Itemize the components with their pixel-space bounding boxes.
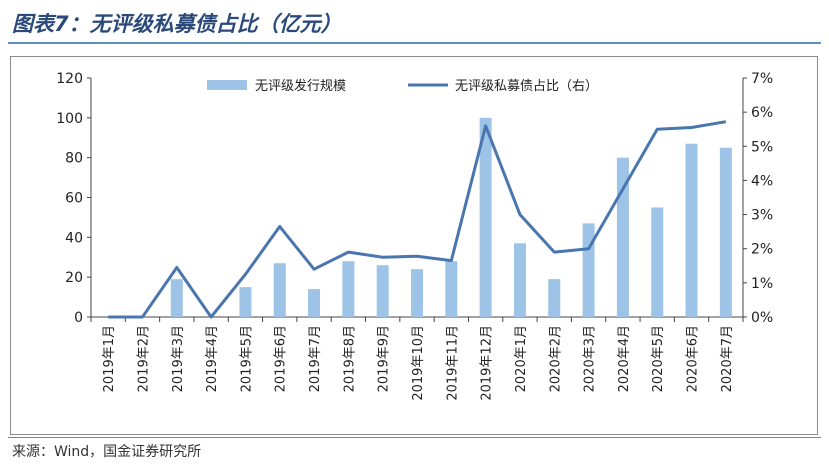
bar [445, 261, 458, 317]
x-tick-label: 2019年1月 [102, 325, 117, 392]
source-note: 来源：Wind，国金证券研究所 [12, 444, 202, 460]
x-tick-label: 2020年6月 [686, 325, 701, 392]
bar [411, 269, 423, 317]
legend-bar-swatch [207, 80, 247, 90]
chart-title: 图表7：无评级私募债占比（亿元） [12, 12, 342, 36]
title-bar: 图表7：无评级私募债占比（亿元） [0, 0, 829, 46]
bar [308, 289, 321, 317]
bar [376, 265, 389, 317]
x-tick-label: 2020年3月 [583, 325, 598, 392]
y-left-tick-label: 20 [65, 270, 83, 286]
bar [582, 223, 595, 317]
x-tick-label: 2020年4月 [617, 325, 632, 392]
y-right-tick-label: 7% [751, 71, 773, 87]
bar [342, 261, 355, 317]
bar [479, 117, 492, 317]
y-right-tick-label: 2% [751, 242, 773, 258]
x-tick-label: 2019年2月 [136, 325, 151, 392]
y-left-tick-label: 60 [65, 191, 83, 207]
y-left-tick-label: 120 [56, 71, 83, 87]
chart-svg: 0 20 40 60 80 100 120 0% 1% 2% 3% 4% 5% 6% 7% 2019年1月 20… [56, 71, 773, 401]
bar [170, 279, 183, 317]
y-right-tick-label: 5% [751, 139, 773, 155]
y-right-tick-label: 1% [751, 276, 773, 292]
x-tick-label: 2019年10月 [411, 325, 426, 401]
bar [651, 207, 664, 317]
x-tick-label: 2019年9月 [377, 325, 392, 392]
legend-bar-label: 无评级发行规模 [255, 78, 346, 94]
x-tick-label: 2019年6月 [274, 325, 289, 392]
x-tick-label: 2019年3月 [171, 325, 186, 392]
y-left-tick-label: 0 [74, 310, 83, 326]
bar [273, 263, 286, 317]
x-tick-label: 2020年1月 [514, 325, 529, 392]
legend-line-label: 无评级私募债占比（右） [455, 79, 598, 94]
y-left-tick-label: 80 [65, 151, 83, 167]
bar [548, 279, 561, 317]
y-right-tick-label: 0% [751, 310, 773, 326]
title-divider [8, 42, 821, 44]
x-tick-label: 2019年5月 [239, 325, 254, 392]
x-tick-label: 2020年5月 [651, 325, 666, 392]
x-tick-label: 2019年8月 [342, 325, 357, 392]
bar [719, 147, 732, 317]
x-tick-label: 2020年7月 [720, 325, 735, 392]
bar [616, 157, 629, 317]
x-tick-label: 2020年2月 [548, 325, 563, 392]
source-divider [8, 437, 821, 438]
x-tick-label: 2019年11月 [445, 325, 460, 401]
chart-frame: 0 20 40 60 80 100 120 0% 1% 2% 3% 4% 5% 6% 7% 2019年1月 20… [10, 56, 818, 435]
x-tick-label: 2019年4月 [205, 325, 220, 392]
y-right-tick-label: 3% [751, 208, 773, 224]
y-left-tick-label: 40 [65, 230, 83, 246]
bar [685, 143, 698, 317]
x-tick-label: 2019年12月 [480, 325, 495, 401]
bar [239, 287, 252, 317]
x-tick-label: 2019年7月 [308, 325, 323, 392]
share-line [108, 120, 727, 319]
y-right-tick-label: 6% [751, 105, 773, 121]
y-left-tick-label: 100 [56, 111, 83, 127]
y-right-tick-label: 4% [751, 173, 773, 189]
bar [513, 243, 526, 317]
